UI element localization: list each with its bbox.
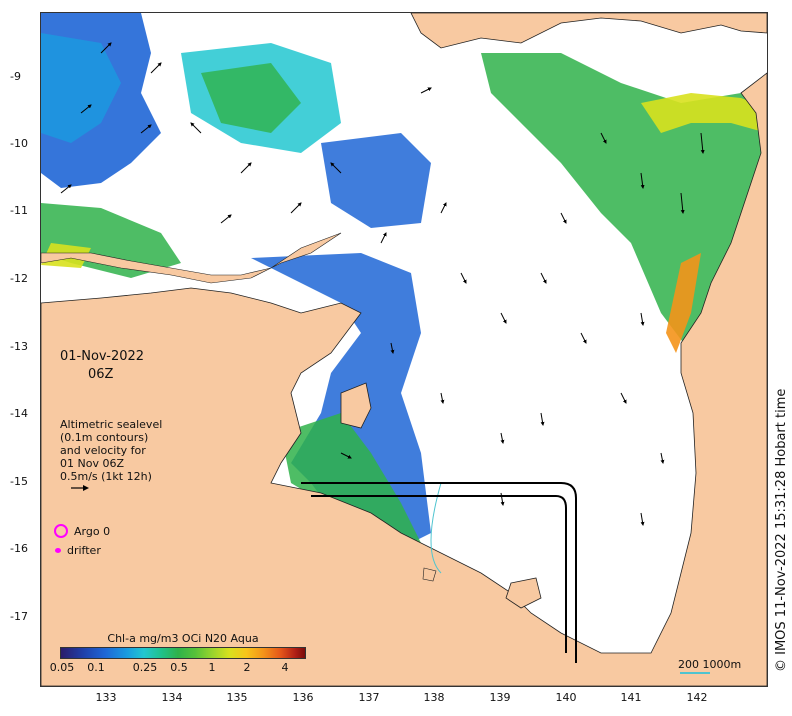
lon-tick: 135: [226, 691, 248, 704]
drifter-dot-icon: [55, 548, 61, 553]
date-text: 01-Nov-2022: [60, 349, 145, 364]
drifter-track-lower: [311, 495, 567, 653]
lon-tick: 134: [161, 691, 183, 704]
lon-tick: 142: [686, 691, 708, 704]
chl-patch-northwest-inner: [41, 33, 121, 143]
land-arnhem: [41, 232, 342, 284]
colorbar-tick: 2: [243, 661, 251, 674]
land-wellesley: [422, 567, 437, 582]
argo-circle-icon: [54, 524, 68, 538]
lat-tick: -15: [10, 475, 28, 488]
colorbar-tick: 0.05: [49, 661, 75, 674]
legend-drifter: drifter: [52, 544, 101, 557]
credit-text: © IMOS 11-Nov-2022 15:31:28 Hobart time: [774, 388, 789, 672]
altimetry-line: Altimetric sealevel: [60, 418, 163, 431]
altimetry-line: 01 Nov 06Z: [60, 457, 124, 470]
lon-tick: 141: [620, 691, 642, 704]
lat-tick: -10: [10, 137, 28, 150]
land-east-peninsula: [41, 72, 767, 686]
lat-tick: -17: [10, 610, 28, 623]
chl-patch-north-central-green: [201, 63, 301, 133]
lat-tick: -12: [10, 272, 28, 285]
time-text: 06Z: [88, 367, 114, 382]
altimetry-line: (0.1m contours): [60, 431, 149, 444]
colorbar-tick: 0.1: [87, 661, 105, 674]
altimetry-line: and velocity for: [60, 444, 146, 457]
map-canvas: [41, 13, 767, 686]
colorbar-title: Chl-a mg/m3 OCi N20 Aqua: [107, 632, 259, 645]
lon-tick: 138: [423, 691, 445, 704]
land-groote-eylandt: [340, 382, 372, 429]
lat-tick: -11: [10, 204, 28, 217]
drifter-tracks: [301, 482, 577, 663]
legend-argo-label: Argo 0: [74, 524, 111, 538]
scale-bar: [680, 672, 710, 674]
chl-patch-east-coast-orange: [666, 253, 701, 353]
altimetry-line: 0.5m/s (1kt 12h): [60, 470, 152, 483]
velocity-arrows: [60, 42, 705, 526]
altimetry-description: Altimetric sealevel (0.1m contours) and …: [60, 418, 162, 483]
lon-tick: 139: [489, 691, 511, 704]
land-cape-york: [410, 13, 767, 49]
colorbar: [60, 647, 306, 659]
colorbar-tick: 0.5: [170, 661, 188, 674]
lat-tick: -16: [10, 542, 28, 555]
legend-argo: Argo 0: [52, 524, 110, 538]
colorbar-tick: 4: [281, 661, 289, 674]
drifter-track-east-west: [301, 482, 577, 663]
lon-tick: 133: [95, 691, 117, 704]
land-layer: [41, 13, 767, 686]
reference-velocity-arrow-icon: [71, 485, 89, 491]
date-label: 01-Nov-2022 06Z: [60, 348, 144, 384]
chl-patch-central-green: [281, 413, 421, 548]
lon-tick: 140: [555, 691, 577, 704]
chl-patch-north-blue: [321, 133, 431, 228]
lon-tick: 136: [292, 691, 314, 704]
legend-drifter-label: drifter: [67, 544, 101, 557]
land-mornington-island: [505, 577, 542, 609]
chlorophyll-layer: [41, 13, 767, 553]
colorbar-tick: 1: [208, 661, 216, 674]
lat-tick: -14: [10, 407, 28, 420]
map-panel: [40, 12, 768, 687]
lat-tick: -9: [10, 70, 21, 83]
lat-tick: -13: [10, 340, 28, 353]
lon-tick: 137: [358, 691, 380, 704]
colorbar-tick: 0.25: [132, 661, 158, 674]
chl-patch-east-coast-yellow: [641, 93, 767, 133]
scale-label: 200 1000m: [678, 658, 742, 671]
